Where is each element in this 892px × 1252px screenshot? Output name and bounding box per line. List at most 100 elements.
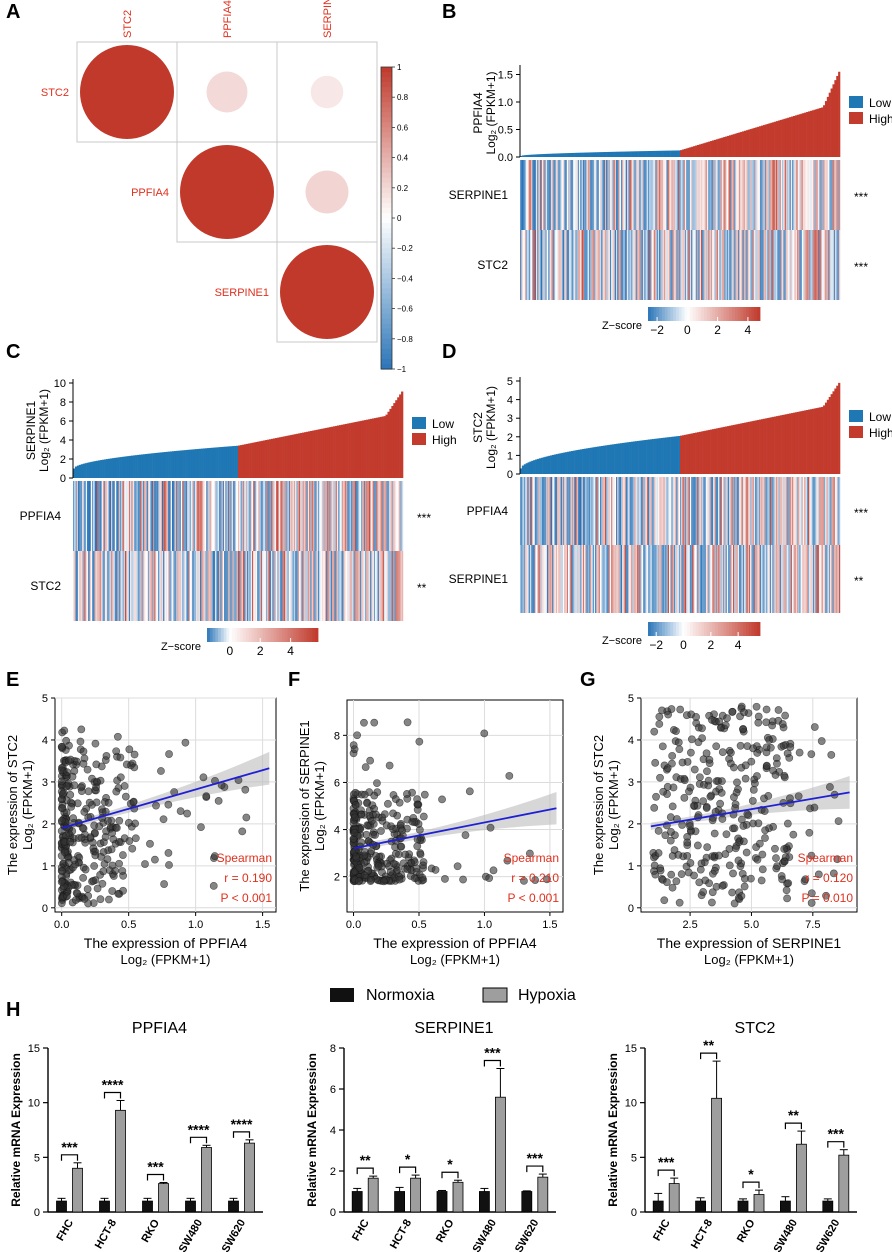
- heatmap-stripe: [643, 230, 645, 300]
- heatmap-stripe: [713, 545, 715, 613]
- heatmap-stripe: [668, 545, 671, 613]
- heatmap-stripe: [281, 481, 283, 551]
- heatmap-stripe: [622, 477, 624, 545]
- heatmap-stripe: [646, 160, 649, 230]
- scatter-point: [69, 814, 78, 823]
- heatmap-stripe: [608, 477, 611, 545]
- heatmap-stripe: [675, 477, 677, 545]
- heatmap-stripe: [169, 481, 171, 551]
- heatmap-stripe: [343, 481, 345, 551]
- scatter-point: [361, 763, 370, 772]
- heatmap-stripe: [712, 477, 714, 545]
- heatmap-stripe: [616, 230, 618, 300]
- heatmap-stripe: [394, 481, 396, 551]
- heatmap-stripe: [297, 551, 300, 621]
- scatter-point: [112, 824, 121, 832]
- expression-bar-high: [753, 127, 756, 157]
- heatmap-stripe: [747, 545, 750, 613]
- expression-bar-low: [553, 153, 557, 157]
- heatmap-stripe: [90, 551, 93, 621]
- y-tick-label: 1.0: [498, 97, 513, 109]
- bar-normoxia: [56, 1200, 67, 1213]
- heatmap-stripe: [244, 481, 246, 551]
- expression-bar-low: [595, 152, 598, 157]
- scatter-point: [675, 898, 684, 907]
- expression-bar-low: [567, 153, 570, 157]
- heatmap-stripe: [833, 477, 836, 545]
- scatter-point: [658, 706, 666, 715]
- zscore-colorbar-segment: [732, 307, 736, 321]
- heatmap-stripe: [149, 481, 151, 551]
- zscore-colorbar-segment: [659, 622, 663, 636]
- expression-bar-high: [712, 429, 715, 474]
- heatmap-stripe: [693, 230, 695, 300]
- expression-bar-low: [520, 468, 523, 474]
- heatmap-stripe: [601, 160, 603, 230]
- expression-bar-high: [789, 413, 792, 474]
- heatmap-stripe: [197, 551, 199, 621]
- scatter-point: [786, 743, 795, 751]
- x-tick-label: 5.0: [744, 919, 759, 931]
- heatmap-stripe: [199, 481, 202, 551]
- expression-bar-low: [638, 440, 641, 474]
- heatmap-stripe: [126, 551, 128, 621]
- expression-bar-high: [808, 409, 811, 474]
- heatmap-stripe: [648, 230, 650, 300]
- expression-bar-high: [802, 113, 805, 157]
- zscore-colorbar-segment: [684, 307, 688, 321]
- heatmap-stripe: [627, 477, 629, 545]
- expression-bar-high: [706, 430, 709, 474]
- significance-bracket: [483, 1059, 501, 1067]
- heatmap-stripe: [777, 160, 779, 230]
- heatmap-stripe: [630, 160, 633, 230]
- expression-bar-low: [212, 447, 216, 478]
- heatmap-stripe: [828, 160, 831, 230]
- heatmap-stripe: [549, 230, 551, 300]
- heatmap-stripe: [587, 477, 590, 545]
- heatmap-stripe: [601, 477, 603, 545]
- heatmap-stripe: [616, 477, 618, 545]
- scatter-point: [725, 861, 734, 870]
- heatmap-stripe: [814, 545, 816, 613]
- heatmap-stripe: [833, 160, 836, 230]
- heatmap-stripe: [793, 230, 795, 300]
- scatter-point: [58, 804, 67, 813]
- bar-hypoxia: [201, 1147, 212, 1213]
- y-tick-label: 6: [60, 416, 66, 428]
- expression-bar-low: [191, 449, 194, 478]
- y-tick-label: 2: [42, 819, 48, 831]
- heatmap-stripe: [522, 477, 524, 545]
- expression-bar-high: [691, 433, 694, 474]
- zscore-colorbar-segment: [301, 628, 305, 642]
- scatter-point: [67, 881, 76, 889]
- y-tick-label: 5: [631, 1152, 637, 1164]
- heatmap-stripe: [553, 160, 555, 230]
- heatmap-stripe: [262, 481, 264, 551]
- heatmap-stripe: [598, 477, 601, 545]
- heatmap-stripe: [94, 551, 97, 621]
- expression-bar-high: [338, 425, 342, 478]
- scatter-point: [833, 855, 842, 864]
- zscore-colorbar-segment: [259, 628, 263, 642]
- heatmap-stripe: [151, 551, 154, 621]
- heatmap-stripe: [325, 481, 328, 551]
- legend-low-label: Low: [432, 417, 454, 431]
- zscore-tick-label: 4: [735, 638, 742, 652]
- heatmap-stripe: [257, 551, 259, 621]
- heatmap-stripe: [109, 481, 112, 551]
- legend-high-swatch: [412, 433, 426, 445]
- heatmap-stripe: [203, 551, 206, 621]
- zscore-colorbar-segment: [729, 622, 733, 636]
- expression-bar-low: [616, 443, 619, 474]
- colorbar-segment: [381, 333, 392, 340]
- heatmap-stripe: [688, 477, 691, 545]
- heatmap-stripe: [618, 477, 620, 545]
- zscore-colorbar-segment: [695, 622, 699, 636]
- y-tick-label: 4: [330, 1125, 336, 1137]
- scatter-point: [786, 794, 794, 803]
- heatmap-stripe: [806, 477, 809, 545]
- y-axis-label: The expression of SERPINE1: [297, 720, 312, 891]
- heatmap-stripe: [750, 160, 752, 230]
- colorbar-segment: [381, 348, 392, 355]
- heatmap-stripe: [271, 551, 273, 621]
